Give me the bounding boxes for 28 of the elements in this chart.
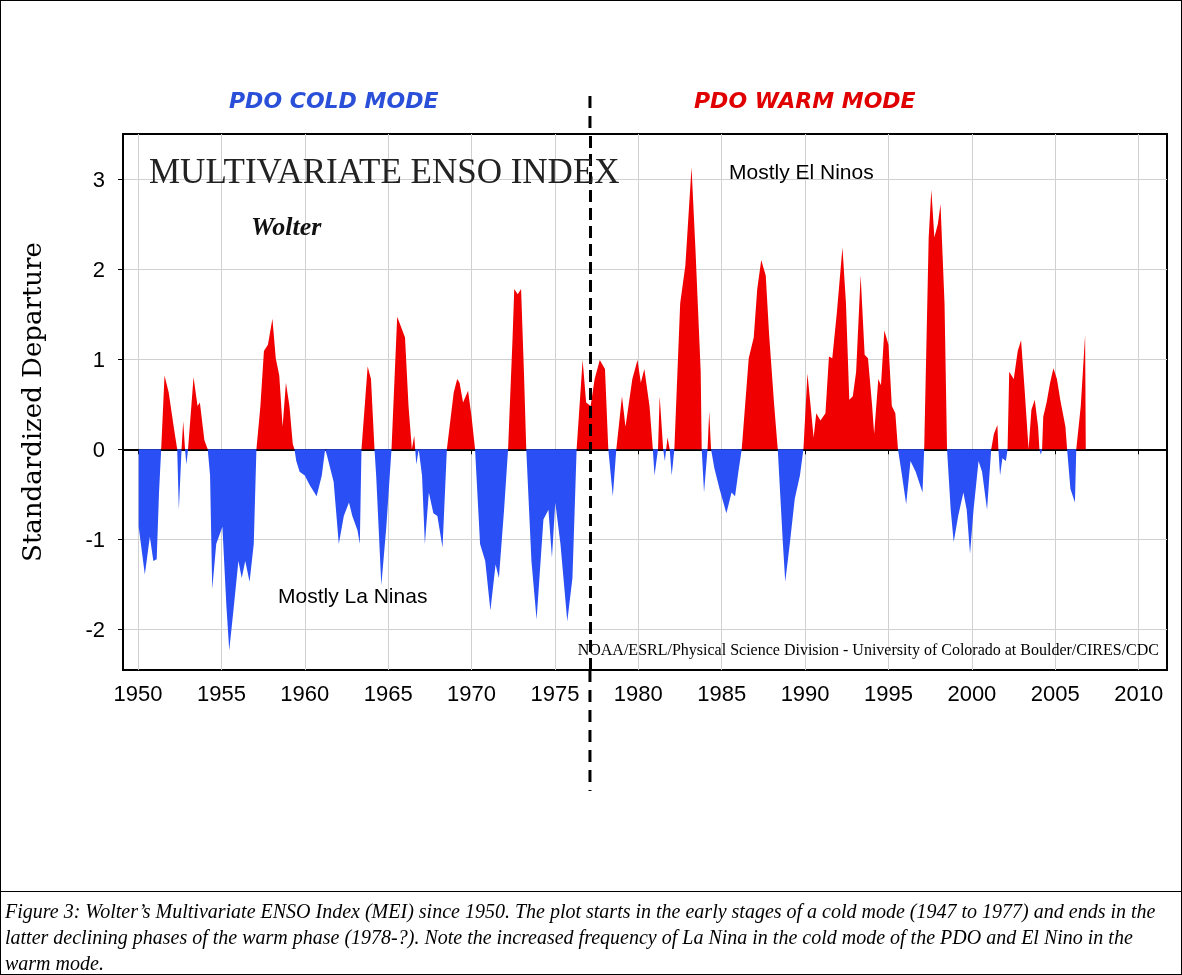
- x-tick-label: 1950: [113, 680, 163, 706]
- annotation: Mostly La Ninas: [278, 584, 428, 607]
- x-tick-label: 2010: [1114, 680, 1164, 706]
- x-tick-label: 1990: [780, 680, 830, 706]
- annotation: Mostly El Ninos: [729, 160, 874, 183]
- text: Wolter: [251, 211, 323, 241]
- y-axis-title: Standardized Departure: [17, 242, 47, 562]
- y-tick-label: -1: [85, 526, 105, 552]
- x-tick-label: 1995: [864, 680, 913, 706]
- y-tick-label: 3: [92, 166, 105, 192]
- x-tick-label: 2000: [947, 680, 997, 706]
- caption: Figure 3: Wolter’s Multivariate ENSO Index (MEI) since 1950. The plot starts in the early stages of a cold mode (1947 to 1977) and ends in the latter declining phases of the warm phase (1978-?). Note the increased frequency of La Nina in the cold mode of the PDO and El Nino in the warm mode.: [5, 899, 1157, 975]
- y-tick-label: 0: [92, 436, 105, 462]
- x-tick-label: 2005: [1030, 680, 1080, 706]
- x-tick-label: 1985: [697, 680, 747, 706]
- annotation: NOAA/ESRL/Physical Science Division - University of Colorado at Boulder/CIRES/CDC: [577, 640, 1159, 659]
- y-tick-label: 2: [92, 256, 105, 282]
- y-tick-label: 1: [92, 346, 105, 372]
- x-tick-label: 1955: [196, 680, 246, 706]
- y-tick-label: -2: [85, 616, 105, 642]
- text: MULTIVARIATE ENSO INDEX: [149, 152, 620, 191]
- x-tick-label: 1965: [363, 680, 413, 706]
- text: PDO WARM MODE: [694, 87, 916, 113]
- x-tick-label: 1980: [613, 680, 663, 706]
- text: PDO COLD MODE: [229, 87, 439, 113]
- x-tick-label: 1960: [280, 680, 330, 706]
- x-tick-label: 1975: [530, 680, 580, 706]
- x-tick-label: 1970: [447, 680, 497, 706]
